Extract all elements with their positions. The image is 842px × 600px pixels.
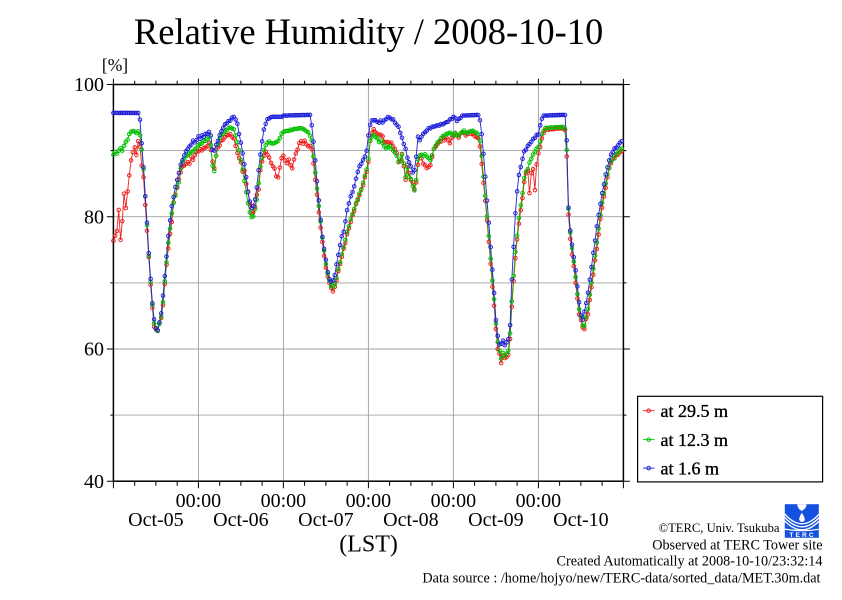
- svg-text:[%]: [%]: [102, 55, 128, 75]
- svg-text:Created Automatically at 2008-: Created Automatically at 2008-10-10/23:3…: [557, 554, 823, 570]
- svg-text:00:00: 00:00: [261, 490, 307, 512]
- svg-text:Observed at TERC Tower site: Observed at TERC Tower site: [652, 538, 822, 554]
- svg-text:©TERC, Univ. Tsukuba: ©TERC, Univ. Tsukuba: [659, 521, 780, 535]
- svg-text:00:00: 00:00: [516, 490, 562, 512]
- svg-text:40: 40: [84, 471, 104, 493]
- svg-text:00:00: 00:00: [431, 490, 477, 512]
- svg-text:100: 100: [74, 74, 104, 96]
- svg-text:Oct-08: Oct-08: [383, 509, 439, 531]
- svg-text:Oct-09: Oct-09: [468, 509, 524, 531]
- svg-text:Relative Humidity / 2008-10-10: Relative Humidity / 2008-10-10: [134, 11, 603, 52]
- svg-text:60: 60: [84, 339, 104, 361]
- svg-text:at 29.5 m: at 29.5 m: [661, 401, 729, 421]
- svg-text:00:00: 00:00: [176, 490, 222, 512]
- svg-text:Oct-07: Oct-07: [298, 509, 354, 531]
- svg-text:00:00: 00:00: [346, 490, 392, 512]
- svg-text:Oct-05: Oct-05: [128, 509, 184, 531]
- svg-text:Oct-06: Oct-06: [213, 509, 269, 531]
- svg-text:TERC: TERC: [789, 532, 815, 539]
- svg-text:at 1.6 m: at 1.6 m: [661, 458, 720, 478]
- svg-text:Oct-10: Oct-10: [553, 509, 609, 531]
- svg-text:Data source : /home/hojyo/new/: Data source : /home/hojyo/new/TERC-data/…: [422, 571, 820, 587]
- svg-text:at 12.3 m: at 12.3 m: [661, 430, 729, 450]
- svg-text:80: 80: [84, 206, 104, 228]
- svg-text:(LST): (LST): [339, 532, 398, 558]
